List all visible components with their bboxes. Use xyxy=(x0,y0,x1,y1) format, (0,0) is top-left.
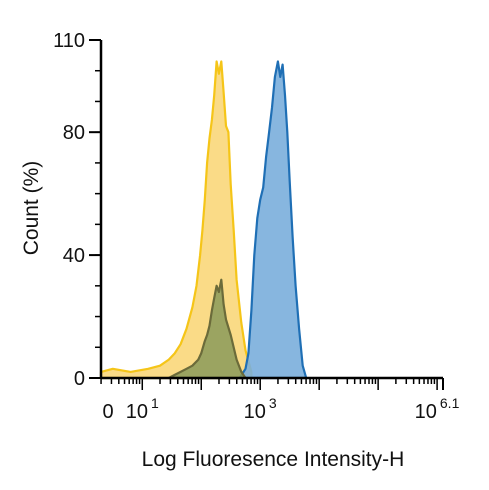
y-axis-label: Count (%) xyxy=(20,161,43,256)
y-tick-label: 80 xyxy=(63,122,85,144)
y-tick-label: 110 xyxy=(53,30,85,52)
x-tick-label: 10 6.1 xyxy=(415,395,460,423)
x-axis-label: Log Fluoresence Intensity-H xyxy=(142,448,405,471)
series-area-3 xyxy=(167,278,247,380)
axes: 0 40 80 110 0 10 1 10 3 10 6.1 xyxy=(53,30,459,423)
series-area-2 xyxy=(238,60,308,380)
x-tick-label: 0 xyxy=(102,401,113,423)
x-tick-label: 10 1 xyxy=(126,395,159,423)
y-tick-label: 40 xyxy=(63,245,85,267)
x-tick-label: 10 3 xyxy=(244,395,277,423)
y-tick-label: 0 xyxy=(74,368,85,390)
plot-area xyxy=(99,60,308,380)
